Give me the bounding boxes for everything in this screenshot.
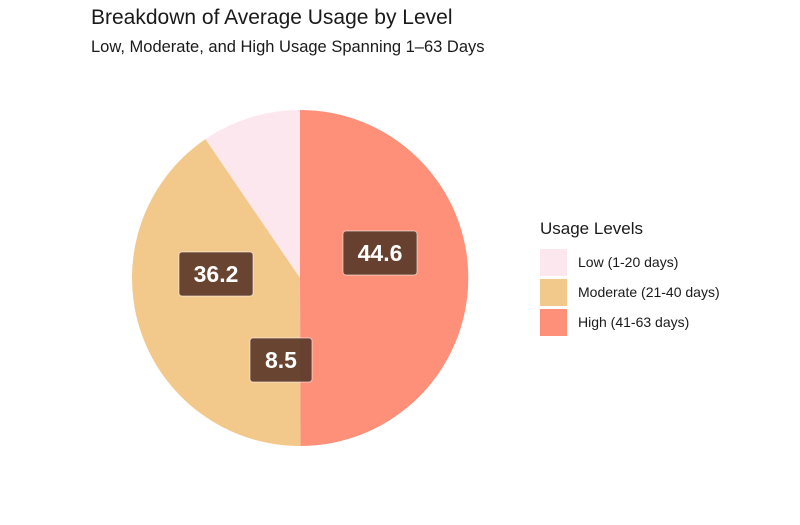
legend-label-low: Low (1-20 days) bbox=[578, 254, 679, 270]
legend-item-moderate: Moderate (21-40 days) bbox=[540, 277, 720, 307]
data-label-text-high: 44.6 bbox=[358, 240, 403, 266]
data-label-box-high bbox=[342, 230, 418, 276]
data-label-high: 44.6 bbox=[342, 230, 418, 276]
legend-item-low: Low (1-20 days) bbox=[540, 247, 720, 277]
chart-subtitle: Low, Moderate, and High Usage Spanning 1… bbox=[91, 38, 485, 56]
legend-title: Usage Levels bbox=[540, 219, 644, 238]
legend-swatch-high bbox=[540, 308, 567, 336]
legend-label-moderate: Moderate (21-40 days) bbox=[578, 284, 720, 300]
data-label-text-moderate: 36.2 bbox=[194, 261, 239, 287]
legend-swatch-low bbox=[540, 248, 567, 276]
data-label-low: 8.5 bbox=[249, 337, 313, 383]
legend-label-high: High (41-63 days) bbox=[578, 314, 690, 330]
data-label-text-low: 8.5 bbox=[265, 347, 297, 373]
chart-title: Breakdown of Average Usage by Level bbox=[91, 6, 453, 29]
legend-swatch-moderate bbox=[540, 278, 567, 306]
legend-item-high: High (41-63 days) bbox=[540, 307, 720, 337]
data-label-moderate: 36.2 bbox=[178, 251, 254, 297]
data-label-box-low bbox=[249, 337, 313, 383]
pie-slice-low bbox=[205, 110, 300, 278]
pie-slice-high bbox=[300, 109, 469, 446]
legend: Usage Levels Low (1-20 days) Moderate (2… bbox=[540, 219, 720, 337]
data-label-box-moderate bbox=[178, 251, 254, 297]
